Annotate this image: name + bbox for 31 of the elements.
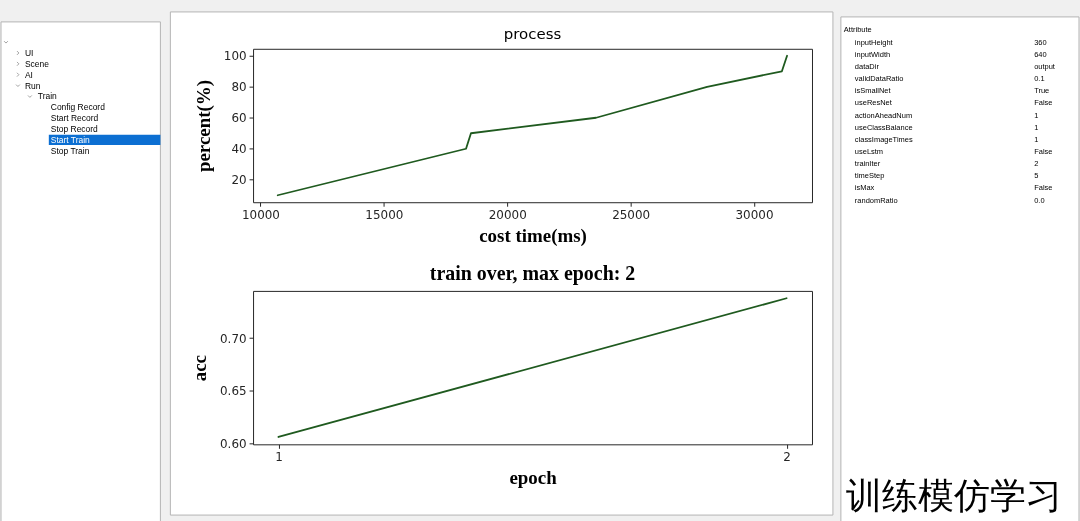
category-label: UI xyxy=(24,47,34,58)
text: 训练模仿学习 xyxy=(846,475,1063,517)
chart-title: train over, max epoch: 2 xyxy=(429,261,636,285)
y-axis-title: percent(%) xyxy=(192,79,215,173)
category-label: Stop Train xyxy=(50,145,90,156)
category-label: Train xyxy=(37,91,58,102)
y-tick-label: 60 xyxy=(231,111,247,126)
category-label: Start Record xyxy=(50,113,99,124)
category-label: Stop Record xyxy=(50,123,99,134)
line-series xyxy=(276,54,788,197)
x-tick-label: 30000 xyxy=(735,207,774,222)
y-axis-title: acc xyxy=(189,354,211,382)
y-tick-label: 20 xyxy=(231,173,247,188)
x-axis-title: epoch xyxy=(509,466,558,488)
y-tick-label: 80 xyxy=(231,80,247,95)
x-axis-title: cost time(ms) xyxy=(479,224,587,247)
y-tick-label: 100 xyxy=(223,49,247,64)
y-tick-label: 0.70 xyxy=(219,331,247,346)
category-label: Start Train xyxy=(50,134,91,145)
category-label: Scene xyxy=(24,58,50,69)
y-tick-label: 0.65 xyxy=(219,384,247,399)
category-label: Config Record xyxy=(50,102,106,113)
x-tick-label: 10000 xyxy=(241,207,280,222)
y-tick-label: 40 xyxy=(231,142,247,157)
x-tick-label: 20000 xyxy=(488,207,527,222)
chart-title: process xyxy=(503,24,562,43)
y-tick-label: 0.60 xyxy=(219,436,247,451)
category-label: Run xyxy=(24,80,41,91)
category-label: AI xyxy=(24,69,33,80)
x-tick-label: 15000 xyxy=(365,207,404,222)
x-tick-label: 25000 xyxy=(612,207,651,222)
